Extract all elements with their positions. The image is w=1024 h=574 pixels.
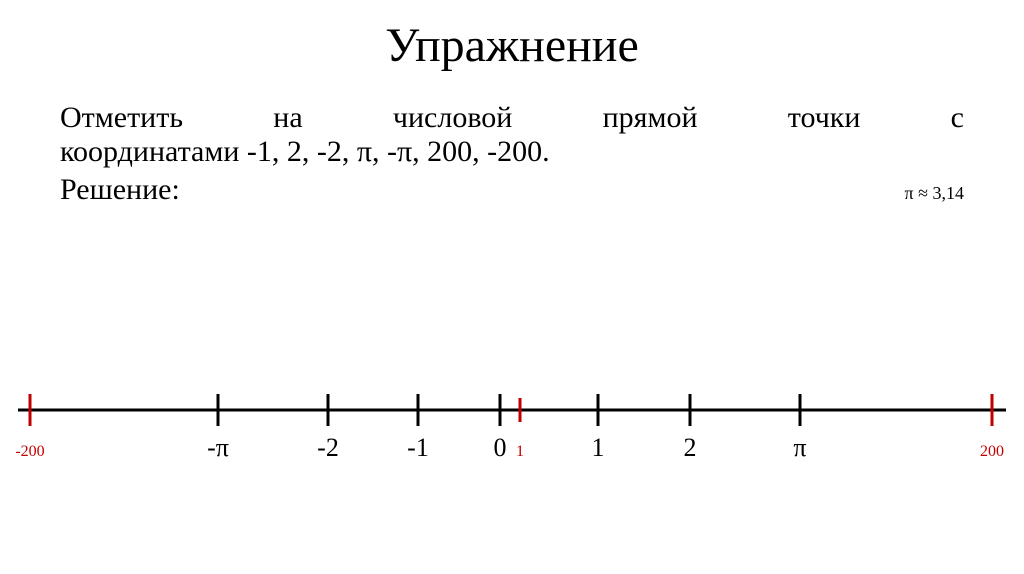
solution-row: Решение: π ≈ 3,14: [0, 169, 1024, 207]
number-line-svg: -200-π-2-10112π200: [0, 370, 1024, 480]
tick-label: 2: [684, 433, 697, 462]
tick-label: 200: [980, 443, 1004, 460]
tick-label: π: [793, 433, 806, 462]
task-text: Отметить на числовой прямой точки с коор…: [0, 73, 1024, 169]
solution-label: Решение:: [60, 173, 180, 207]
number-line: -200-π-2-10112π200: [0, 370, 1024, 480]
page-title: Упражнение: [0, 0, 1024, 73]
task-line-1: Отметить на числовой прямой точки с: [60, 101, 964, 135]
task-line-2: координатами -1, 2, -2, π, -π, 200, -200…: [60, 135, 964, 169]
tick-label: 0: [494, 433, 507, 462]
tick-label: 1: [592, 433, 605, 462]
tick-label: 1: [516, 443, 524, 460]
tick-label: -π: [207, 433, 229, 462]
tick-label: -200: [15, 443, 44, 460]
tick-label: -1: [407, 433, 429, 462]
tick-label: -2: [317, 433, 339, 462]
pi-approx-note: π ≈ 3,14: [905, 183, 964, 204]
